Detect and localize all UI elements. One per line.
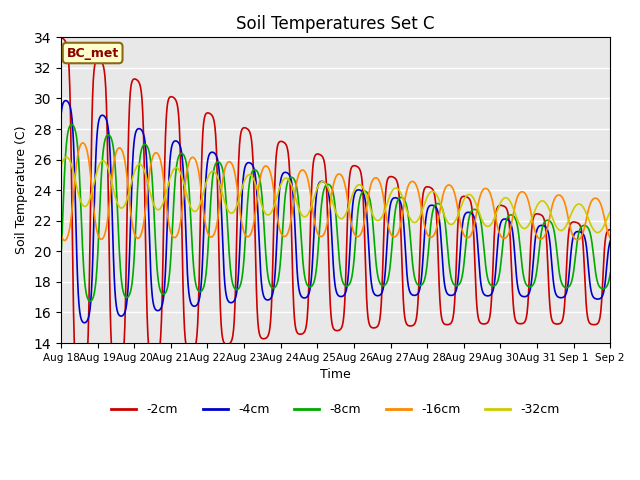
- -4cm: [123, 301, 131, 307]
- -16cm: [100, 233, 108, 239]
- -32cm: [302, 214, 310, 219]
- Line: -16cm: -16cm: [61, 143, 611, 240]
- -16cm: [291, 191, 299, 196]
- -2cm: [76, 379, 84, 384]
- -2cm: [123, 238, 131, 244]
- Y-axis label: Soil Temperature (C): Soil Temperature (C): [15, 126, 28, 254]
- -16cm: [607, 235, 614, 241]
- -8cm: [57, 254, 65, 260]
- -16cm: [312, 226, 320, 231]
- -16cm: [61, 238, 68, 243]
- -2cm: [607, 227, 614, 233]
- -2cm: [100, 68, 108, 73]
- -8cm: [607, 270, 614, 276]
- -16cm: [57, 232, 65, 238]
- Title: Soil Temperatures Set C: Soil Temperatures Set C: [236, 15, 435, 33]
- -32cm: [312, 190, 319, 195]
- -8cm: [68, 122, 76, 128]
- -32cm: [370, 215, 378, 220]
- -8cm: [291, 178, 299, 183]
- X-axis label: Time: Time: [320, 368, 351, 381]
- -2cm: [291, 319, 299, 325]
- -4cm: [312, 196, 320, 202]
- -4cm: [57, 112, 65, 118]
- -2cm: [371, 325, 378, 331]
- Text: BC_met: BC_met: [67, 47, 119, 60]
- -32cm: [57, 163, 65, 169]
- -16cm: [371, 175, 378, 181]
- -16cm: [123, 170, 131, 176]
- -8cm: [312, 269, 320, 275]
- Line: -32cm: -32cm: [61, 157, 611, 233]
- -4cm: [371, 291, 378, 297]
- Line: -8cm: -8cm: [61, 125, 611, 301]
- -32cm: [122, 199, 130, 204]
- -4cm: [302, 295, 310, 300]
- -32cm: [593, 230, 601, 236]
- -8cm: [86, 299, 94, 304]
- -32cm: [100, 158, 108, 164]
- -16cm: [79, 140, 86, 146]
- -8cm: [302, 279, 310, 285]
- -4cm: [62, 98, 70, 104]
- -2cm: [312, 152, 320, 157]
- -4cm: [81, 320, 88, 325]
- -4cm: [100, 113, 108, 119]
- -8cm: [100, 141, 108, 146]
- -8cm: [371, 239, 378, 245]
- -4cm: [607, 238, 614, 244]
- -32cm: [63, 154, 70, 160]
- -32cm: [607, 209, 614, 215]
- -2cm: [302, 324, 310, 330]
- Legend: -2cm, -4cm, -8cm, -16cm, -32cm: -2cm, -4cm, -8cm, -16cm, -32cm: [106, 398, 565, 421]
- Line: -2cm: -2cm: [61, 38, 611, 382]
- Line: -4cm: -4cm: [61, 101, 611, 323]
- -2cm: [57, 35, 65, 41]
- -2cm: [58, 35, 65, 41]
- -16cm: [302, 171, 310, 177]
- -8cm: [123, 295, 131, 300]
- -32cm: [291, 192, 298, 197]
- -4cm: [291, 221, 299, 227]
